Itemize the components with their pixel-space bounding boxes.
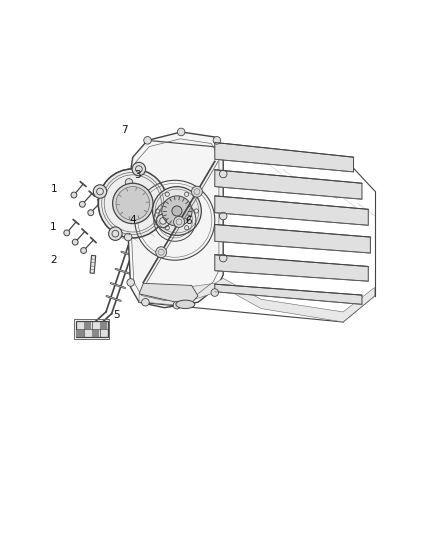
- Circle shape: [173, 216, 184, 228]
- Circle shape: [88, 209, 94, 216]
- Circle shape: [71, 192, 77, 198]
- Polygon shape: [90, 255, 96, 273]
- Circle shape: [81, 247, 87, 254]
- Text: 5: 5: [113, 310, 120, 320]
- Circle shape: [125, 179, 133, 186]
- Polygon shape: [215, 284, 362, 304]
- Circle shape: [98, 169, 167, 238]
- Circle shape: [162, 196, 192, 226]
- Text: 4: 4: [130, 215, 137, 225]
- Polygon shape: [215, 255, 368, 281]
- Polygon shape: [139, 284, 198, 305]
- Bar: [74, 319, 109, 339]
- Circle shape: [144, 136, 151, 144]
- Circle shape: [79, 201, 85, 207]
- Bar: [77, 329, 84, 337]
- Polygon shape: [139, 278, 374, 322]
- Circle shape: [124, 233, 132, 241]
- Circle shape: [113, 183, 153, 224]
- Ellipse shape: [176, 300, 195, 309]
- Text: 7: 7: [121, 125, 128, 135]
- Polygon shape: [215, 170, 362, 199]
- Circle shape: [127, 279, 134, 286]
- Polygon shape: [127, 132, 223, 308]
- Circle shape: [156, 214, 170, 228]
- Circle shape: [172, 206, 182, 216]
- Bar: [76, 321, 108, 337]
- Text: 1: 1: [51, 184, 57, 193]
- Polygon shape: [215, 142, 353, 172]
- Bar: [85, 321, 92, 329]
- Circle shape: [141, 298, 149, 306]
- Circle shape: [156, 247, 166, 257]
- Circle shape: [64, 230, 70, 236]
- Circle shape: [219, 212, 227, 220]
- Circle shape: [213, 136, 221, 144]
- Circle shape: [219, 254, 227, 262]
- Circle shape: [72, 239, 78, 245]
- Circle shape: [173, 301, 181, 309]
- Circle shape: [93, 185, 107, 198]
- Bar: [92, 329, 99, 337]
- Circle shape: [98, 169, 167, 238]
- Polygon shape: [215, 224, 371, 253]
- Circle shape: [152, 187, 201, 236]
- Circle shape: [177, 128, 185, 136]
- Circle shape: [191, 186, 202, 197]
- Text: 3: 3: [134, 170, 141, 180]
- Circle shape: [109, 227, 122, 240]
- Circle shape: [219, 170, 227, 178]
- Circle shape: [132, 163, 145, 176]
- Polygon shape: [215, 196, 368, 225]
- Text: 2: 2: [50, 255, 57, 265]
- Circle shape: [116, 187, 150, 220]
- Text: 6: 6: [185, 216, 192, 227]
- Circle shape: [211, 289, 219, 296]
- Bar: [100, 321, 107, 329]
- Text: 1: 1: [50, 222, 57, 232]
